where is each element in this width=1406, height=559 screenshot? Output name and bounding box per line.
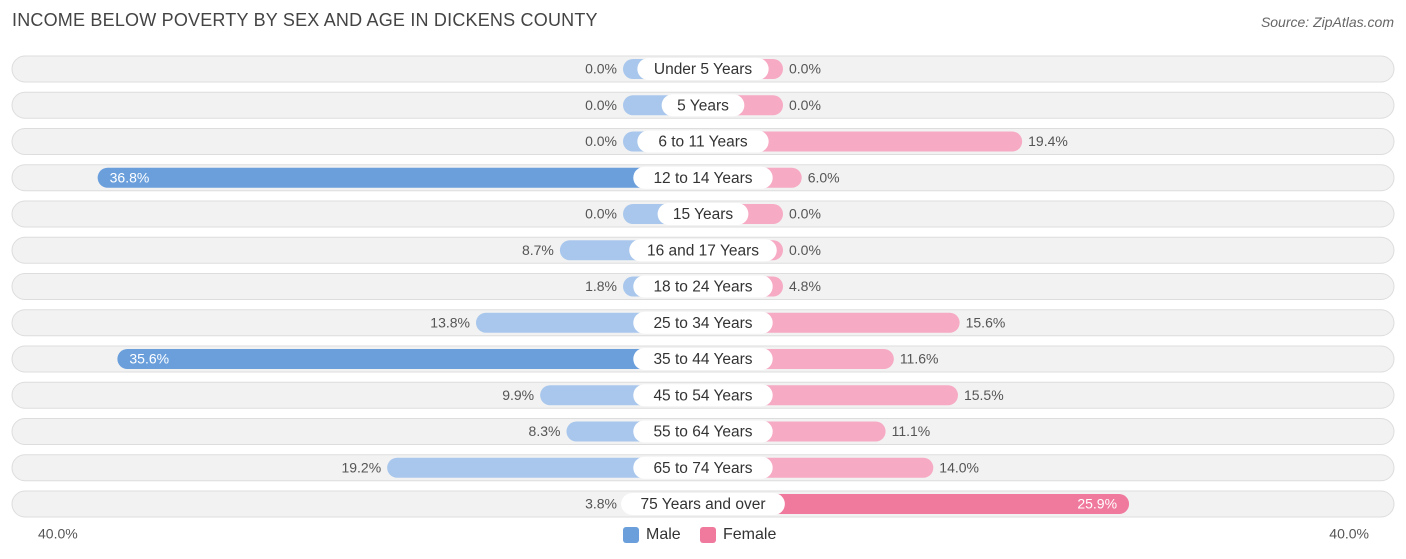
category-label: 16 and 17 Years <box>647 242 759 259</box>
category-label: 55 to 64 Years <box>653 424 752 441</box>
male-bar[interactable] <box>97 167 703 188</box>
category-pill <box>661 94 745 117</box>
female-value-label: 0.0% <box>789 61 821 77</box>
category-label: 25 to 34 Years <box>653 315 752 332</box>
axis-label-right: 40.0% <box>1329 526 1369 542</box>
female-value-label: 19.4% <box>1028 133 1068 149</box>
male-value-label: 8.3% <box>529 423 561 439</box>
female-value-label: 14.0% <box>939 459 979 475</box>
female-value-label: 25.9% <box>1077 496 1117 512</box>
category-label: 45 to 54 Years <box>653 387 752 404</box>
category-pill <box>629 239 777 262</box>
female-value-label: 0.0% <box>789 97 821 113</box>
male-bar[interactable] <box>387 457 703 478</box>
legend-male-label: Male <box>646 526 681 543</box>
male-value-label: 13.8% <box>430 314 470 330</box>
category-pill <box>633 456 773 479</box>
female-value-label: 0.0% <box>789 242 821 258</box>
category-label: Under 5 Years <box>654 61 752 78</box>
male-value-label: 8.7% <box>522 242 554 258</box>
category-label: 12 to 14 Years <box>653 170 752 187</box>
male-value-label: 0.0% <box>585 61 617 77</box>
category-label: 35 to 44 Years <box>653 351 752 368</box>
female-value-label: 15.6% <box>966 314 1006 330</box>
category-pill <box>633 348 773 370</box>
male-value-label: 1.8% <box>585 278 617 294</box>
source-label: Source: ZipAtlas.com <box>1260 14 1394 30</box>
category-label: 6 to 11 Years <box>658 134 748 151</box>
male-bar[interactable] <box>117 349 703 369</box>
female-value-label: 4.8% <box>789 278 821 294</box>
male-value-label: 19.2% <box>341 459 381 475</box>
category-pill <box>633 384 773 407</box>
male-value-label: 0.0% <box>585 206 617 222</box>
legend-female-label: Female <box>723 526 776 543</box>
category-pill <box>633 275 773 298</box>
female-value-label: 0.0% <box>789 206 821 222</box>
category-pill <box>633 420 773 443</box>
female-value-label: 11.1% <box>892 423 931 439</box>
male-value-label: 0.0% <box>585 97 617 113</box>
female-value-label: 11.6% <box>900 351 939 367</box>
female-bar[interactable] <box>703 131 1023 152</box>
female-value-label: 6.0% <box>808 169 840 185</box>
axis-label-left: 40.0% <box>38 526 78 542</box>
male-value-label: 9.9% <box>502 387 534 403</box>
female-value-label: 15.5% <box>964 387 1004 403</box>
male-value-label: 36.8% <box>110 169 150 185</box>
category-label: 15 Years <box>673 206 734 223</box>
category-pill <box>633 311 773 334</box>
category-label: 65 to 74 Years <box>653 460 752 477</box>
male-value-label: 35.6% <box>129 351 169 367</box>
category-pill <box>657 203 749 225</box>
female-bar[interactable] <box>703 494 1130 514</box>
legend-female-swatch <box>700 527 716 543</box>
category-label: 5 Years <box>677 97 729 114</box>
category-pill <box>637 130 769 153</box>
category-label: 18 to 24 Years <box>653 279 752 296</box>
category-label: 75 Years and over <box>641 496 766 513</box>
category-pill <box>637 58 769 80</box>
legend-male-swatch <box>623 527 639 543</box>
male-value-label: 0.0% <box>585 133 617 149</box>
male-value-label: 3.8% <box>585 496 617 512</box>
category-pill <box>621 493 785 515</box>
chart-title: INCOME BELOW POVERTY BY SEX AND AGE IN D… <box>12 10 598 30</box>
category-pill <box>633 166 773 189</box>
